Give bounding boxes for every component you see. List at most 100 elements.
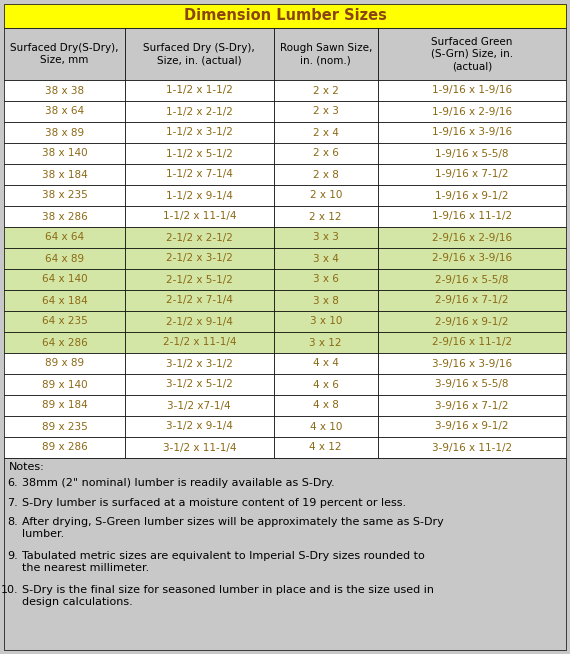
Text: 3 x 4: 3 x 4 — [313, 254, 339, 264]
Bar — [274, 80, 378, 101]
Text: 38 x 89: 38 x 89 — [45, 128, 84, 137]
Text: 2-9/16 x 3-9/16: 2-9/16 x 3-9/16 — [432, 254, 512, 264]
Text: After drying, S-Green lumber sizes will be approximately the same as S-Dry
lumbe: After drying, S-Green lumber sizes will … — [22, 517, 444, 540]
Text: 2 x 6: 2 x 6 — [313, 148, 339, 158]
Bar — [125, 332, 274, 353]
Text: 3-9/16 x 9-1/2: 3-9/16 x 9-1/2 — [435, 421, 508, 432]
Text: S-Dry is the final size for seasoned lumber in place and is the size used in
des: S-Dry is the final size for seasoned lum… — [22, 585, 434, 608]
Bar — [125, 206, 274, 227]
Bar — [274, 122, 378, 143]
Bar — [378, 332, 566, 353]
Text: 3-1/2 x7-1/4: 3-1/2 x7-1/4 — [168, 400, 231, 411]
Bar — [125, 28, 274, 80]
Text: Rough Sawn Size,
in. (nom.): Rough Sawn Size, in. (nom.) — [279, 43, 372, 65]
Text: 89 x 89: 89 x 89 — [45, 358, 84, 368]
Bar — [125, 227, 274, 248]
Text: 1-1/2 x 7-1/4: 1-1/2 x 7-1/4 — [166, 169, 233, 179]
Bar — [4, 416, 125, 437]
Text: 1-9/16 x 11-1/2: 1-9/16 x 11-1/2 — [432, 211, 512, 222]
Bar — [125, 290, 274, 311]
Text: 1-9/16 x 7-1/2: 1-9/16 x 7-1/2 — [435, 169, 508, 179]
Text: 8.: 8. — [7, 517, 18, 527]
Text: Tabulated metric sizes are equivalent to Imperial S-Dry sizes rounded to
the nea: Tabulated metric sizes are equivalent to… — [22, 551, 425, 574]
Text: 2-1/2 x 11-1/4: 2-1/2 x 11-1/4 — [162, 337, 236, 347]
Text: 64 x 140: 64 x 140 — [42, 275, 87, 284]
Bar — [4, 290, 125, 311]
Bar — [125, 101, 274, 122]
Text: 2 x 4: 2 x 4 — [313, 128, 339, 137]
Text: 3-9/16 x 3-9/16: 3-9/16 x 3-9/16 — [432, 358, 512, 368]
Bar — [125, 374, 274, 395]
Bar — [4, 80, 125, 101]
Text: 89 x 184: 89 x 184 — [42, 400, 87, 411]
Text: 64 x 184: 64 x 184 — [42, 296, 87, 305]
Bar — [378, 395, 566, 416]
Bar — [125, 185, 274, 206]
Bar — [125, 164, 274, 185]
Bar — [4, 458, 566, 650]
Text: 1-9/16 x 9-1/2: 1-9/16 x 9-1/2 — [435, 190, 508, 201]
Bar — [378, 101, 566, 122]
Text: Surfaced Green
(S-Grn) Size, in.
(actual): Surfaced Green (S-Grn) Size, in. (actual… — [431, 37, 513, 71]
Text: 1-9/16 x 5-5/8: 1-9/16 x 5-5/8 — [435, 148, 508, 158]
Text: 38 x 235: 38 x 235 — [42, 190, 87, 201]
Bar — [4, 101, 125, 122]
Bar — [125, 80, 274, 101]
Bar — [4, 143, 125, 164]
Text: Surfaced Dry (S-Dry),
Size, in. (actual): Surfaced Dry (S-Dry), Size, in. (actual) — [144, 43, 255, 65]
Text: 3 x 10: 3 x 10 — [310, 317, 342, 326]
Bar — [378, 311, 566, 332]
Bar — [378, 269, 566, 290]
Text: 4 x 10: 4 x 10 — [310, 421, 342, 432]
Bar — [378, 143, 566, 164]
Bar — [378, 164, 566, 185]
Text: 3-9/16 x 7-1/2: 3-9/16 x 7-1/2 — [435, 400, 508, 411]
Bar — [274, 395, 378, 416]
Text: 2-1/2 x 2-1/2: 2-1/2 x 2-1/2 — [166, 233, 233, 243]
Bar — [4, 4, 566, 28]
Text: 64 x 89: 64 x 89 — [45, 254, 84, 264]
Text: 2 x 2: 2 x 2 — [313, 86, 339, 95]
Text: 2-1/2 x 9-1/4: 2-1/2 x 9-1/4 — [166, 317, 233, 326]
Text: 38mm (2" nominal) lumber is readily available as S-Dry.: 38mm (2" nominal) lumber is readily avai… — [22, 478, 335, 488]
Bar — [274, 269, 378, 290]
Text: S-Dry lumber is surfaced at a moisture content of 19 percent or less.: S-Dry lumber is surfaced at a moisture c… — [22, 498, 406, 508]
Text: 3 x 3: 3 x 3 — [313, 233, 339, 243]
Text: 3-1/2 x 5-1/2: 3-1/2 x 5-1/2 — [166, 379, 233, 390]
Text: 38 x 38: 38 x 38 — [45, 86, 84, 95]
Bar — [4, 248, 125, 269]
Bar — [274, 290, 378, 311]
Text: 1-1/2 x 3-1/2: 1-1/2 x 3-1/2 — [166, 128, 233, 137]
Text: Dimension Lumber Sizes: Dimension Lumber Sizes — [184, 9, 386, 24]
Bar — [274, 248, 378, 269]
Bar — [274, 416, 378, 437]
Bar — [274, 143, 378, 164]
Bar — [4, 227, 125, 248]
Bar — [274, 437, 378, 458]
Text: 2-9/16 x 9-1/2: 2-9/16 x 9-1/2 — [435, 317, 508, 326]
Text: 1-9/16 x 3-9/16: 1-9/16 x 3-9/16 — [432, 128, 512, 137]
Text: 1-1/2 x 1-1/2: 1-1/2 x 1-1/2 — [166, 86, 233, 95]
Bar — [378, 248, 566, 269]
Bar — [378, 353, 566, 374]
Bar — [125, 269, 274, 290]
Bar — [4, 206, 125, 227]
Bar — [125, 122, 274, 143]
Bar — [378, 185, 566, 206]
Bar — [4, 185, 125, 206]
Bar — [274, 164, 378, 185]
Bar — [4, 353, 125, 374]
Text: 1-1/2 x 11-1/4: 1-1/2 x 11-1/4 — [162, 211, 236, 222]
Text: 1-9/16 x 2-9/16: 1-9/16 x 2-9/16 — [432, 107, 512, 116]
Text: 3-9/16 x 5-5/8: 3-9/16 x 5-5/8 — [435, 379, 508, 390]
Bar — [4, 122, 125, 143]
Text: 38 x 140: 38 x 140 — [42, 148, 87, 158]
Text: Surfaced Dry(S-Dry),
Size, mm: Surfaced Dry(S-Dry), Size, mm — [10, 43, 119, 65]
Bar — [378, 227, 566, 248]
Bar — [125, 248, 274, 269]
Text: 38 x 286: 38 x 286 — [42, 211, 87, 222]
Bar — [378, 437, 566, 458]
Text: 6.: 6. — [7, 478, 18, 488]
Text: 64 x 235: 64 x 235 — [42, 317, 87, 326]
Bar — [274, 185, 378, 206]
